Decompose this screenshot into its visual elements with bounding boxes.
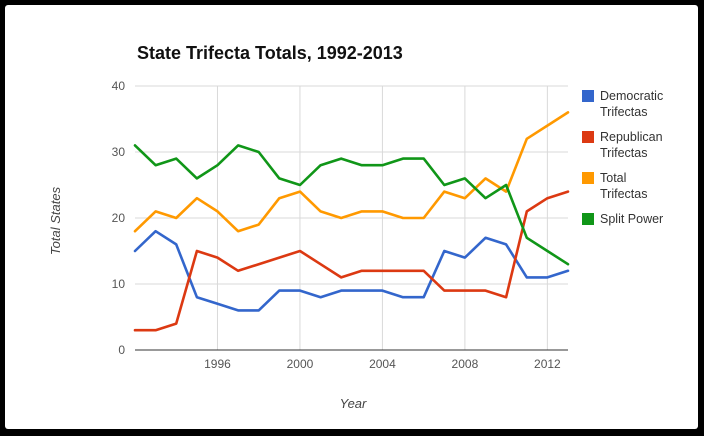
series-lines xyxy=(133,111,570,332)
gridlines xyxy=(135,85,568,350)
y-tick-labels: 0 10 20 30 40 xyxy=(112,79,126,357)
legend-swatch xyxy=(582,213,594,225)
x-tick-label: 2000 xyxy=(287,357,314,371)
x-tick-label: 2008 xyxy=(452,357,479,371)
series-line-3 xyxy=(133,144,570,266)
legend-label: Split Power xyxy=(600,212,663,226)
y-tick-label: 20 xyxy=(112,211,126,225)
x-axis-title: Year xyxy=(340,396,367,411)
y-axis-title: Total States xyxy=(48,186,63,255)
chart-title: State Trifecta Totals, 1992-2013 xyxy=(137,43,403,63)
series-line-0 xyxy=(133,229,570,312)
y-tick-label: 40 xyxy=(112,79,126,93)
x-tick-label: 1996 xyxy=(204,357,231,371)
x-tick-label: 2012 xyxy=(534,357,561,371)
legend: Democratic Trifectas Republican Trifectas To… xyxy=(582,89,663,226)
y-tick-label: 10 xyxy=(112,277,126,291)
legend-swatch xyxy=(582,131,594,143)
y-tick-label: 0 xyxy=(118,343,125,357)
chart-svg: State Trifecta Totals, 1992-2013 0 10 20 30… xyxy=(48,43,663,411)
series-line-1 xyxy=(133,190,570,332)
series-line-2 xyxy=(133,111,570,233)
y-tick-label: 30 xyxy=(112,145,126,159)
legend-label: Democratic Trifectas xyxy=(600,89,663,119)
legend-swatch xyxy=(582,172,594,184)
x-tick-label: 2004 xyxy=(369,357,396,371)
legend-swatch xyxy=(582,90,594,102)
x-tick-labels: 1996 2000 2004 2008 2012 xyxy=(204,357,561,371)
legend-label: Republican Trifectas xyxy=(600,130,663,160)
chart-card: State Trifecta Totals, 1992-2013 0 10 20 30… xyxy=(5,5,698,429)
legend-label: Total Trifectas xyxy=(600,171,647,201)
